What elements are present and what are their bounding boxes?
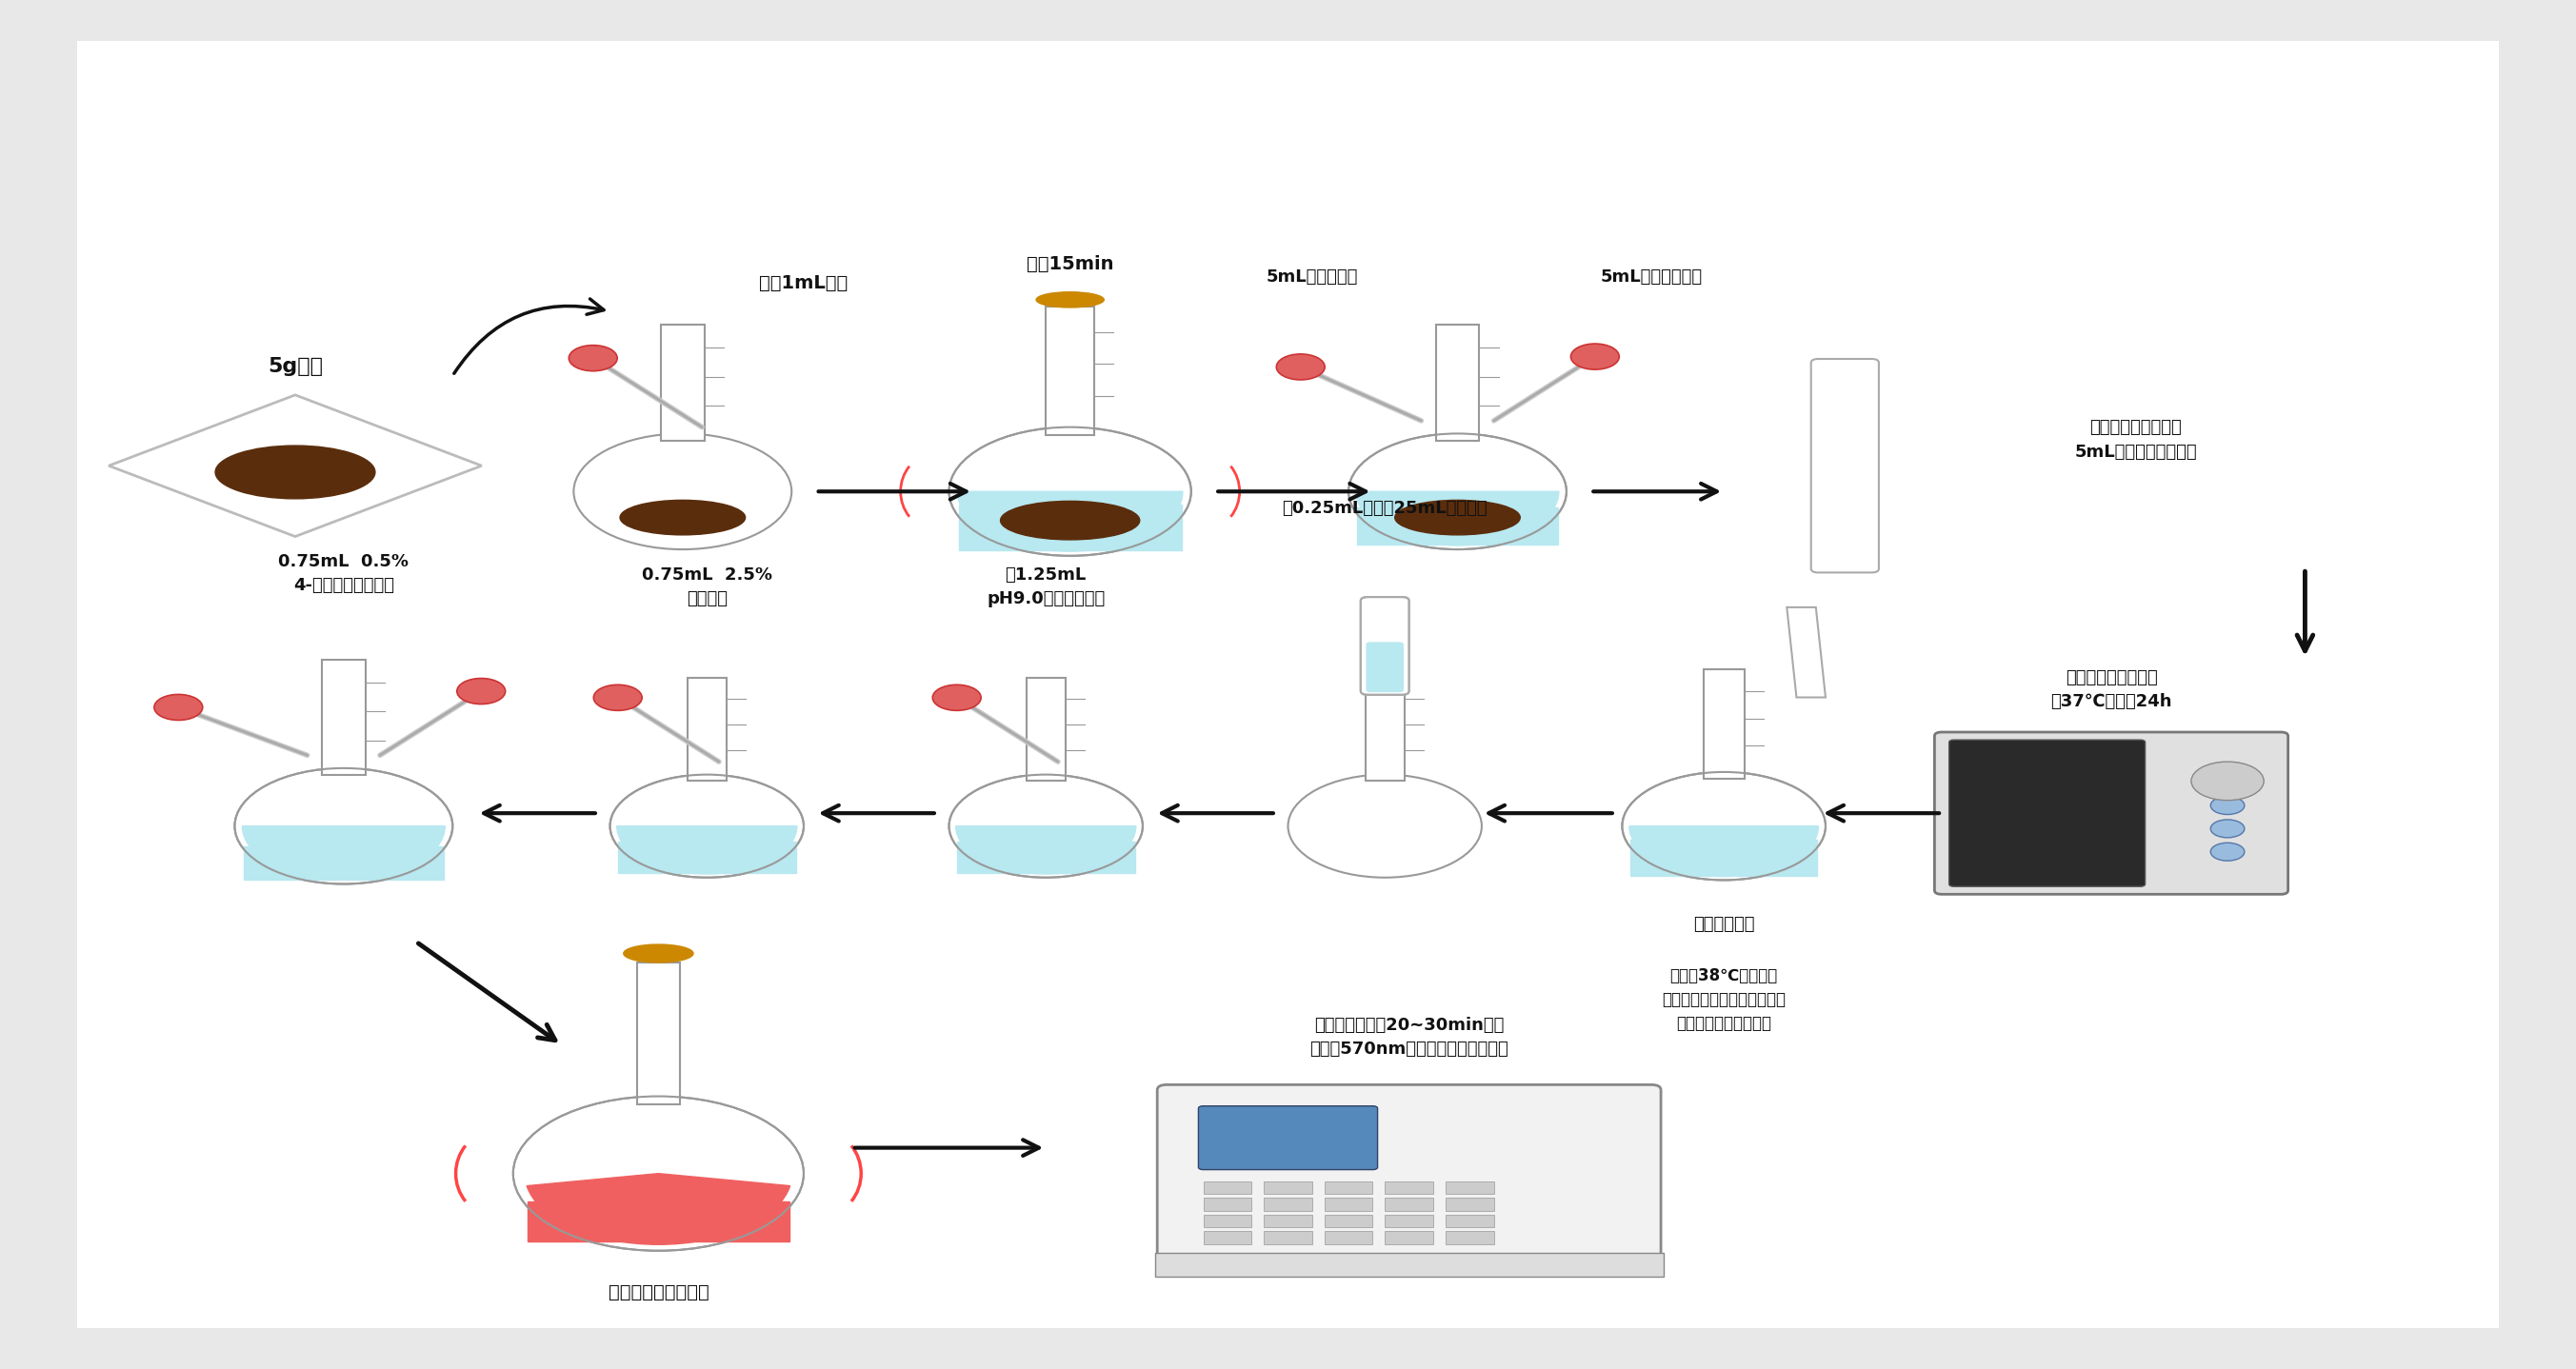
Circle shape [1275, 355, 1324, 379]
FancyBboxPatch shape [1198, 1106, 1378, 1169]
Bar [1265, 1232, 1311, 1244]
Circle shape [592, 684, 641, 711]
Bar [1154, 1253, 1664, 1276]
Ellipse shape [216, 446, 376, 498]
Bar [618, 842, 796, 873]
Wedge shape [958, 491, 1182, 552]
Bar [1203, 1198, 1252, 1210]
Text: 轻摇15min: 轻摇15min [1025, 255, 1113, 272]
Bar [1265, 1214, 1311, 1228]
Ellipse shape [1036, 292, 1105, 308]
FancyBboxPatch shape [1157, 1084, 1662, 1262]
Text: 5g土壤: 5g土壤 [268, 356, 322, 375]
Circle shape [2210, 843, 2244, 861]
Bar [1386, 1198, 1432, 1210]
Bar [1386, 1181, 1432, 1194]
Circle shape [1571, 344, 1620, 370]
Circle shape [948, 775, 1144, 878]
Bar [1265, 1181, 1311, 1194]
Bar [636, 962, 680, 1103]
Text: 摇匀，然后加水定容: 摇匀，然后加水定容 [608, 1283, 708, 1301]
Bar [1203, 1232, 1252, 1244]
Bar [528, 1202, 788, 1242]
Circle shape [155, 694, 204, 720]
Bar [1046, 307, 1095, 435]
Text: 待颜色稳定时（20~30min），
在波长570nm处测定各样品的吸光值: 待颜色稳定时（20~30min）， 在波长570nm处测定各样品的吸光值 [1309, 1017, 1510, 1058]
Bar [1265, 1198, 1311, 1210]
Circle shape [948, 427, 1190, 556]
Bar [958, 505, 1182, 550]
Bar [956, 842, 1136, 873]
Circle shape [569, 345, 618, 371]
Ellipse shape [999, 501, 1139, 539]
Circle shape [933, 684, 981, 711]
Text: 加入1mL甲苯: 加入1mL甲苯 [760, 274, 848, 292]
Bar [1324, 1232, 1373, 1244]
Bar [1358, 508, 1558, 545]
Circle shape [1623, 772, 1826, 880]
Bar [662, 324, 703, 441]
Circle shape [513, 1097, 804, 1251]
Bar [1365, 678, 1404, 780]
Circle shape [574, 434, 791, 549]
Text: 用热至38℃的蒸馏水
将容量瓶中混合物稀释至刻度
（甲苯浮在刻度以上）: 用热至38℃的蒸馏水 将容量瓶中混合物稀释至刻度 （甲苯浮在刻度以上） [1662, 968, 1785, 1032]
Ellipse shape [1394, 500, 1520, 535]
Text: 取0.25mL滤液于25mL容量瓶中: 取0.25mL滤液于25mL容量瓶中 [1283, 500, 1486, 517]
Bar [1445, 1181, 1494, 1194]
Bar [1631, 839, 1819, 876]
Bar [1324, 1214, 1373, 1228]
Bar [322, 660, 366, 775]
Text: 5mL磷酸苯二钠: 5mL磷酸苯二钠 [1267, 268, 1358, 286]
Bar [1025, 678, 1066, 780]
FancyBboxPatch shape [1368, 642, 1404, 691]
Wedge shape [528, 1173, 791, 1244]
Wedge shape [1628, 826, 1819, 876]
Bar [1386, 1214, 1432, 1228]
Wedge shape [956, 826, 1136, 873]
FancyBboxPatch shape [64, 34, 2512, 1335]
Bar [1445, 1214, 1494, 1228]
Bar [1203, 1181, 1252, 1194]
Ellipse shape [623, 945, 693, 962]
Circle shape [2210, 797, 2244, 815]
FancyBboxPatch shape [1360, 597, 1409, 695]
Polygon shape [108, 396, 482, 537]
Circle shape [2192, 761, 2264, 801]
Text: 0.75mL  2.5%
铁氰化钾: 0.75mL 2.5% 铁氰化钾 [641, 567, 773, 608]
Bar [1703, 669, 1744, 779]
Bar [1324, 1181, 1373, 1194]
Bar [1445, 1232, 1494, 1244]
Wedge shape [1355, 491, 1558, 545]
Text: 对每一土样都设置用
5mL水代替基质的对照: 对每一土样都设置用 5mL水代替基质的对照 [2074, 419, 2197, 461]
Wedge shape [242, 826, 446, 880]
Text: 5mL相应的缓冲液: 5mL相应的缓冲液 [1600, 268, 1703, 286]
Bar [1445, 1198, 1494, 1210]
Bar [1386, 1232, 1432, 1244]
Bar [1324, 1198, 1373, 1210]
Bar [1203, 1214, 1252, 1228]
Text: 加1.25mL
pH9.0硼酸盐缓冲液: 加1.25mL pH9.0硼酸盐缓冲液 [987, 567, 1105, 608]
Circle shape [456, 678, 505, 704]
Text: 0.75mL  0.5%
4-氨基安替吡啉溶液: 0.75mL 0.5% 4-氨基安替吡啉溶液 [278, 553, 410, 594]
Circle shape [1350, 434, 1566, 549]
Ellipse shape [621, 500, 744, 535]
Bar [1435, 324, 1479, 441]
Wedge shape [616, 826, 796, 873]
Polygon shape [1788, 608, 1826, 697]
Bar [688, 678, 726, 780]
Circle shape [1288, 775, 1481, 878]
Circle shape [611, 775, 804, 878]
FancyBboxPatch shape [1935, 732, 2287, 894]
Circle shape [234, 768, 453, 884]
Text: 致密滤纸过滤: 致密滤纸过滤 [1692, 916, 1754, 934]
FancyBboxPatch shape [1811, 359, 1878, 572]
Bar [242, 846, 443, 879]
FancyBboxPatch shape [1950, 739, 2146, 887]
Text: 摇匀后放入恒温箱，
在37℃下培养24h: 摇匀后放入恒温箱， 在37℃下培养24h [2050, 669, 2172, 711]
Circle shape [2210, 820, 2244, 838]
